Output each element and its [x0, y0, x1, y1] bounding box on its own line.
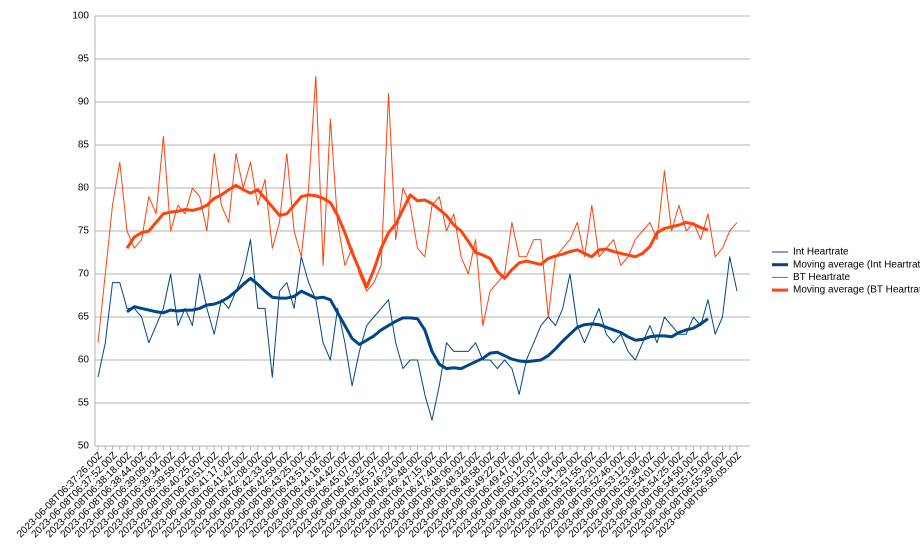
y-tick-label: 85	[78, 140, 90, 151]
legend-label: Int Heartrate	[793, 247, 849, 258]
legend-label: Moving average (BT Heartrate)	[793, 285, 920, 296]
series-line	[97, 239, 738, 421]
series-line	[125, 183, 709, 289]
y-tick-label: 90	[78, 97, 90, 108]
series-line	[126, 276, 709, 371]
y-tick-label: 75	[78, 226, 90, 237]
legend-label: Moving average (Int Heartrate)	[793, 259, 920, 270]
series-line	[97, 75, 738, 343]
y-tick-label: 95	[78, 54, 90, 65]
y-tick-label: 100	[72, 11, 89, 22]
y-tick-label: 60	[78, 355, 90, 366]
y-tick-label: 50	[78, 441, 90, 452]
y-tick-label: 65	[78, 312, 90, 323]
legend-label: BT Heartrate	[793, 272, 850, 283]
y-tick-label: 55	[78, 398, 90, 409]
y-tick-label: 80	[78, 183, 90, 194]
y-tick-label: 70	[78, 269, 90, 280]
